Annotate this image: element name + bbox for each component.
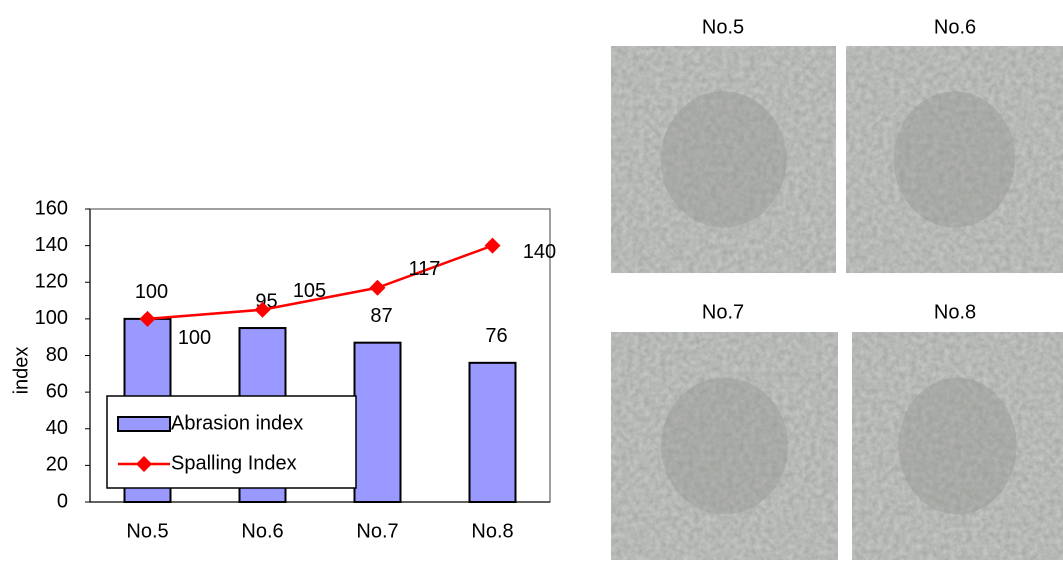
y-tick-label: 60: [46, 380, 68, 402]
photo-spall: [898, 378, 1016, 515]
legend-swatch: [118, 417, 170, 431]
photo-label: No.6: [934, 16, 976, 38]
y-tick-label: 40: [46, 417, 68, 439]
bar-value-label: 100: [135, 281, 168, 303]
photo-label: No.5: [702, 16, 744, 38]
photo-label: No.7: [702, 301, 744, 323]
x-tick-label: No.5: [126, 520, 168, 542]
x-tick-label: No.6: [241, 520, 283, 542]
line-value-label: 105: [293, 280, 326, 302]
legend-label: Abrasion index: [171, 412, 303, 434]
bar: [470, 363, 516, 502]
x-tick-label: No.8: [471, 520, 513, 542]
photo-spall: [894, 91, 1016, 227]
y-tick-label: 160: [35, 197, 68, 219]
figure: 0 20 40 60 80 100 120 140 160 index No.5 No.6 No.7 No…: [0, 0, 1063, 560]
line-marker: [485, 238, 501, 254]
bar-value-label: 87: [370, 305, 392, 327]
line-value-label: 140: [523, 241, 556, 263]
y-axis-title: index: [10, 347, 32, 395]
line-marker: [370, 280, 386, 296]
line-value-label: 100: [178, 327, 211, 349]
y-tick-label: 100: [35, 307, 68, 329]
y-tick-label: 120: [35, 271, 68, 293]
x-tick-label: No.7: [356, 520, 398, 542]
legend-label: Spalling Index: [171, 452, 297, 474]
line-value-label: 117: [409, 258, 441, 280]
y-tick-label: 140: [35, 234, 68, 256]
photo-label: No.8: [934, 301, 976, 323]
y-tick-label: 20: [46, 454, 68, 476]
photo-spall: [661, 91, 787, 227]
y-tick-label: 0: [57, 490, 68, 512]
y-tick-label: 80: [46, 344, 68, 366]
photo-spall: [661, 378, 788, 515]
bar-value-label: 76: [485, 325, 507, 347]
bar: [355, 343, 401, 502]
